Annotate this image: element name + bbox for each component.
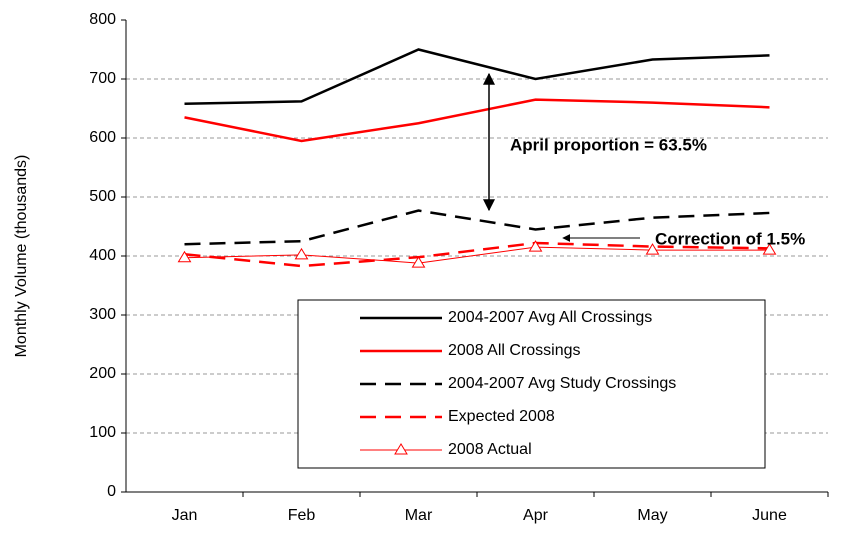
x-tick-label: Jan [172, 507, 198, 524]
point [762, 243, 777, 255]
y-tick-label: 500 [89, 188, 116, 205]
legend-label: Expected 2008 [448, 408, 555, 425]
y-tick-label: 200 [89, 365, 116, 382]
x-tick-label: May [637, 507, 667, 524]
annotation: April proportion = 63.5% [510, 135, 707, 154]
x-tick-label: Feb [288, 507, 316, 524]
point [645, 243, 660, 255]
point [411, 256, 426, 268]
point [177, 250, 192, 263]
x-tick-label: Apr [523, 507, 549, 524]
x-tick-label: June [752, 507, 787, 524]
y-tick-label: 800 [89, 11, 116, 28]
legend-marker [394, 443, 408, 455]
legend-items: 2004-2007 Avg All Crossings 2008 All Cros… [360, 309, 676, 458]
y-tick-label: 400 [89, 247, 116, 264]
y-tick-label: 300 [89, 306, 116, 323]
y-tick-label: 100 [89, 424, 116, 441]
y-tick-label: 0 [107, 483, 116, 500]
series-line [184, 241, 770, 268]
y-tick-label: 600 [89, 129, 116, 146]
series-line [184, 48, 770, 106]
point [294, 247, 309, 260]
legend-label: 2008 All Crossings [448, 342, 581, 359]
legend-label: 2004-2007 Avg Study Crossings [448, 375, 676, 392]
x-tick-label: Mar [405, 507, 433, 524]
point [528, 240, 543, 252]
lines [177, 48, 777, 268]
annotation: Correction of 1.5% [655, 229, 805, 248]
series-line [184, 98, 770, 143]
legend-label: 2008 Actual [448, 441, 532, 458]
series-line [184, 246, 770, 264]
legend-label: 2004-2007 Avg All Crossings [448, 309, 652, 326]
y-axis-label: Monthly Volume (thousands) [13, 155, 30, 358]
y-tick-label: 700 [89, 70, 116, 87]
